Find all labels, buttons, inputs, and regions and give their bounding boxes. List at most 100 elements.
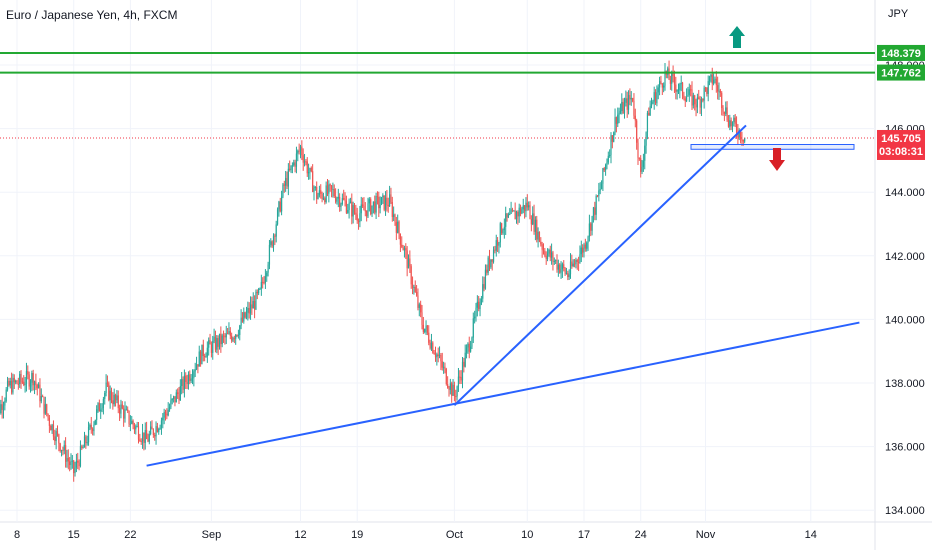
- candle-body: [517, 211, 519, 217]
- candle-body: [459, 376, 461, 378]
- candle-body: [351, 201, 353, 217]
- candle-body: [20, 373, 22, 382]
- candle-body: [375, 196, 377, 213]
- candle-body: [363, 205, 365, 211]
- price-tick-label: 134.000: [885, 505, 925, 517]
- candle-body: [476, 301, 478, 308]
- candle-body: [553, 260, 555, 262]
- candle-body: [391, 202, 393, 217]
- symbol-title[interactable]: Euro / Japanese Yen, 4h, FXCM: [6, 8, 178, 22]
- candle-body: [383, 195, 385, 210]
- candle-body: [559, 264, 561, 273]
- current-price-tag: [877, 129, 925, 160]
- candle-body: [738, 130, 740, 138]
- candle-body: [251, 304, 253, 309]
- candle-body: [185, 375, 187, 382]
- candle-body: [422, 324, 424, 332]
- candle-body: [47, 413, 49, 418]
- candle-body: [51, 424, 53, 431]
- candle-body: [456, 386, 458, 397]
- candle-body: [510, 209, 512, 214]
- candle-body: [144, 429, 146, 443]
- candle-body: [173, 396, 175, 400]
- candle-body: [640, 158, 642, 172]
- up-arrow-icon[interactable]: [729, 26, 745, 48]
- candle-body: [390, 194, 392, 203]
- candle-body: [60, 450, 63, 452]
- price-tick-label: 138.000: [885, 378, 925, 390]
- candle-body: [77, 460, 79, 463]
- candle-body: [603, 168, 605, 171]
- candle-body: [490, 259, 492, 268]
- candle-body: [314, 186, 316, 188]
- candle-body: [529, 205, 531, 220]
- candle-body: [727, 119, 730, 127]
- time-axis[interactable]: 8 15 22 Sep 12 19 Oct 10 17 24 Nov 14: [14, 529, 817, 541]
- candle-body: [294, 162, 296, 167]
- candle-body: [372, 201, 374, 206]
- candles: [0, 60, 746, 482]
- candle-body: [360, 204, 362, 214]
- candle-body: [19, 373, 21, 385]
- candle-body: [136, 426, 138, 428]
- candle-body: [29, 382, 32, 387]
- candle-body: [178, 394, 180, 401]
- candle-body: [254, 300, 256, 310]
- down-arrow-icon[interactable]: [769, 148, 785, 171]
- candle-body: [5, 389, 7, 402]
- candle-body: [677, 90, 680, 92]
- price-axis[interactable]: 134.000 136.000 138.000 140.000 142.000 144.0…: [885, 60, 925, 517]
- candle-body: [168, 407, 171, 410]
- candle-body: [618, 112, 620, 115]
- candle-body: [671, 73, 673, 84]
- candle-body: [376, 196, 379, 198]
- candle-body: [209, 340, 211, 345]
- candle-body: [397, 221, 399, 233]
- time-tick-label: 17: [578, 529, 590, 541]
- candle-body: [299, 146, 302, 151]
- candle-body: [158, 428, 160, 432]
- candle-body: [579, 254, 581, 263]
- candle-body: [470, 346, 472, 352]
- candle-body: [348, 202, 350, 211]
- candle-body: [335, 196, 337, 202]
- candle-body: [236, 334, 238, 336]
- candle-body: [413, 286, 415, 288]
- candle-body: [669, 79, 671, 84]
- candle-body: [191, 377, 194, 379]
- candle-body: [221, 335, 223, 345]
- candle-body: [398, 221, 400, 234]
- bar-countdown-label: 03:08:31: [879, 146, 923, 158]
- candle-body: [719, 90, 721, 93]
- candle-body: [143, 432, 145, 443]
- candle-body: [306, 161, 308, 174]
- candle-body: [637, 142, 639, 158]
- candle-body: [127, 409, 129, 411]
- candle-body: [50, 425, 52, 431]
- trendline[interactable]: [146, 321, 860, 467]
- candle-body: [437, 354, 439, 356]
- time-tick-label: 8: [14, 529, 20, 541]
- candle-body: [259, 288, 261, 290]
- candle-body: [367, 203, 369, 217]
- candle-body: [147, 439, 149, 442]
- candle-body: [117, 395, 119, 409]
- candle-body: [266, 272, 268, 277]
- candle-body: [687, 95, 689, 97]
- candle-body: [630, 97, 632, 100]
- candle-body: [474, 316, 476, 319]
- candle-body: [25, 371, 28, 384]
- candle-body: [318, 190, 320, 196]
- candle-body: [39, 384, 41, 402]
- drawings[interactable]: [0, 26, 875, 467]
- candle-body: [48, 417, 50, 426]
- trendline[interactable]: [453, 124, 747, 406]
- candle-body: [4, 401, 6, 406]
- support-box[interactable]: [690, 144, 855, 150]
- candle-body: [355, 212, 357, 215]
- candle-body: [438, 354, 441, 356]
- candle-body: [418, 304, 420, 308]
- candle-body: [480, 298, 482, 305]
- candle-body: [524, 205, 526, 212]
